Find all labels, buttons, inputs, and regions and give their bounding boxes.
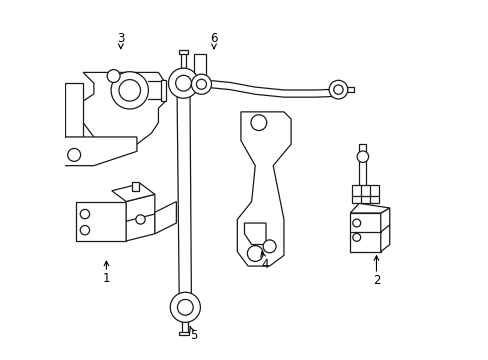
Bar [359, 144, 366, 203]
Polygon shape [244, 223, 265, 244]
Bar [182, 320, 188, 334]
Circle shape [107, 69, 120, 82]
Polygon shape [61, 137, 137, 166]
Polygon shape [380, 208, 389, 252]
Text: 5: 5 [189, 327, 197, 342]
Circle shape [175, 75, 191, 91]
Circle shape [80, 226, 89, 235]
Polygon shape [83, 72, 165, 144]
Circle shape [177, 300, 193, 315]
Circle shape [247, 246, 263, 261]
Circle shape [356, 151, 368, 162]
Circle shape [80, 210, 89, 219]
Bar [346, 87, 353, 93]
Polygon shape [131, 182, 139, 191]
Circle shape [263, 240, 276, 253]
Polygon shape [65, 83, 83, 137]
Text: 2: 2 [372, 256, 380, 287]
Bar [180, 52, 186, 68]
Circle shape [119, 80, 140, 101]
Circle shape [352, 219, 360, 227]
Polygon shape [177, 94, 191, 300]
Polygon shape [76, 202, 126, 241]
Circle shape [328, 80, 347, 99]
Polygon shape [126, 194, 155, 241]
Circle shape [111, 72, 148, 109]
Polygon shape [155, 202, 176, 234]
Circle shape [250, 115, 266, 131]
Circle shape [67, 148, 81, 161]
Text: 4: 4 [260, 252, 268, 271]
Text: 6: 6 [210, 32, 217, 49]
Circle shape [170, 292, 200, 322]
Text: 3: 3 [117, 32, 124, 49]
Circle shape [352, 233, 360, 241]
Circle shape [136, 215, 145, 224]
Circle shape [168, 68, 198, 98]
Bar [179, 332, 189, 335]
Text: 1: 1 [102, 261, 110, 285]
Circle shape [333, 85, 343, 94]
Bar [179, 50, 187, 54]
Polygon shape [349, 203, 389, 213]
Bar [161, 80, 166, 101]
Bar [349, 213, 380, 252]
Bar [194, 54, 205, 89]
Bar [351, 185, 379, 203]
Polygon shape [112, 184, 155, 202]
Circle shape [196, 79, 206, 89]
Polygon shape [237, 112, 290, 266]
Circle shape [191, 74, 211, 94]
